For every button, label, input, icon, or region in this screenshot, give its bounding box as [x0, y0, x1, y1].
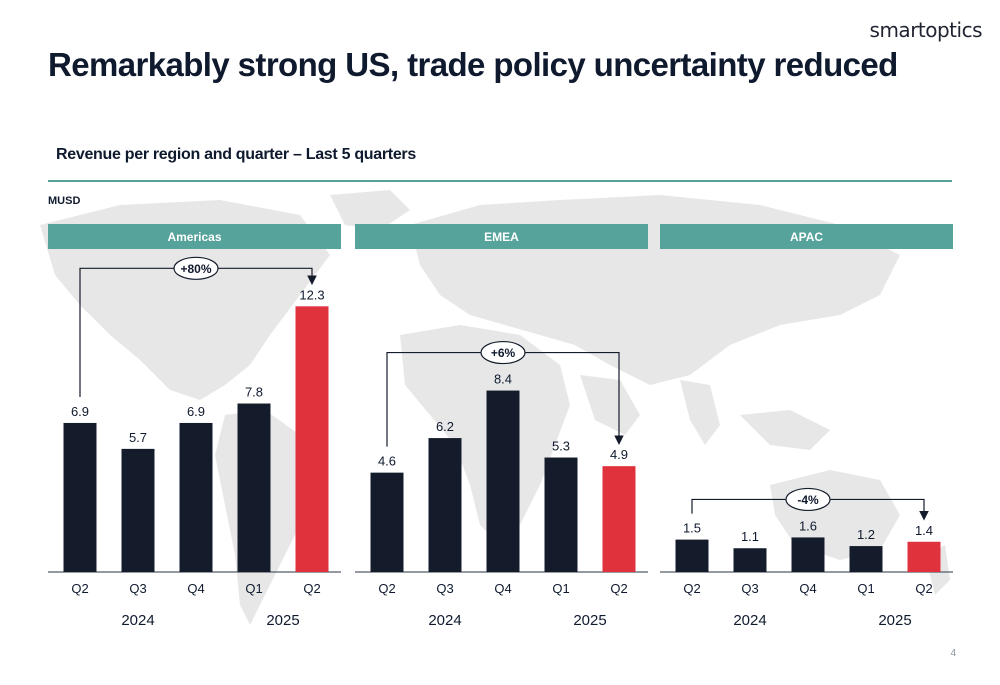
quarter-label-emea-1: Q3 [436, 581, 453, 596]
bar-emea-2 [486, 390, 520, 572]
bar-americas-0 [63, 422, 97, 572]
panel-header-label-americas: Americas [167, 230, 221, 244]
quarter-label-emea-0: Q2 [378, 581, 395, 596]
bar-emea-4 [602, 466, 636, 572]
change-badge-americas [173, 256, 219, 280]
data-label-apac-3: 1.2 [857, 527, 875, 542]
panel-header-label-apac: APAC [790, 230, 823, 244]
panel-header-label-emea: EMEA [484, 230, 519, 244]
year-label-emea-1: 2025 [573, 612, 606, 629]
data-label-apac-4: 1.4 [915, 523, 933, 538]
bar-emea-3 [544, 457, 578, 572]
year-label-apac-1: 2025 [878, 612, 911, 629]
quarter-label-emea-2: Q4 [494, 581, 511, 596]
quarter-label-americas-0: Q2 [71, 581, 88, 596]
change-bracket-americas [79, 267, 317, 397]
quarter-label-apac-0: Q2 [683, 581, 700, 596]
year-label-apac-0: 2024 [733, 612, 766, 629]
quarter-label-apac-2: Q4 [799, 581, 816, 596]
bar-americas-3 [237, 403, 271, 572]
data-label-apac-2: 1.6 [799, 518, 817, 533]
bar-apac-4 [907, 541, 941, 572]
data-label-apac-1: 1.1 [741, 529, 759, 544]
year-label-americas-1: 2025 [266, 612, 299, 629]
panel-header-americas [48, 224, 341, 249]
year-label-americas-0: 2024 [121, 612, 154, 629]
unit-label: MUSD [48, 195, 81, 207]
bar-americas-4 [295, 306, 329, 572]
data-label-emea-2: 8.4 [494, 372, 512, 387]
change-badge-apac [785, 487, 831, 512]
bar-apac-3 [849, 546, 883, 572]
quarter-label-americas-2: Q4 [187, 581, 204, 596]
panel-header-apac [660, 224, 953, 249]
quarter-label-apac-3: Q1 [857, 581, 874, 596]
change-label-apac: -4% [797, 493, 819, 507]
change-badge-emea [480, 340, 526, 365]
data-label-americas-4: 12.3 [299, 287, 324, 302]
bar-apac-1 [733, 548, 767, 572]
data-label-americas-1: 5.7 [129, 430, 147, 445]
quarter-label-americas-3: Q1 [245, 581, 262, 596]
change-label-americas: +80% [180, 262, 211, 276]
quarter-label-apac-4: Q2 [915, 581, 932, 596]
divider-rule [48, 180, 952, 182]
year-label-emea-0: 2024 [428, 612, 461, 629]
page-title: Remarkably strong US, trade policy uncer… [48, 46, 898, 83]
change-label-emea: +6% [491, 346, 516, 360]
panel-header-emea [355, 224, 648, 249]
data-label-emea-0: 4.6 [378, 454, 396, 469]
data-label-apac-0: 1.5 [683, 521, 701, 536]
page-number: 4 [950, 648, 956, 659]
bar-emea-0 [370, 472, 404, 572]
quarter-label-americas-4: Q2 [303, 581, 320, 596]
data-label-americas-3: 7.8 [245, 385, 263, 400]
company-logo: smartoptics [869, 18, 983, 42]
bar-apac-2 [791, 537, 825, 572]
bar-emea-1 [428, 438, 462, 572]
quarter-label-americas-1: Q3 [129, 581, 146, 596]
bar-apac-0 [675, 539, 709, 572]
data-label-americas-2: 6.9 [187, 404, 205, 419]
data-label-emea-1: 6.2 [436, 419, 454, 434]
data-label-americas-0: 6.9 [71, 404, 89, 419]
bar-americas-2 [179, 422, 213, 572]
chart-subtitle: Revenue per region and quarter – Last 5 … [56, 146, 416, 163]
quarter-label-apac-1: Q3 [741, 581, 758, 596]
quarter-label-emea-4: Q2 [610, 581, 627, 596]
bar-americas-1 [121, 448, 155, 572]
data-label-emea-3: 5.3 [552, 439, 570, 454]
data-label-emea-4: 4.9 [610, 447, 628, 462]
quarter-label-emea-3: Q1 [552, 581, 569, 596]
